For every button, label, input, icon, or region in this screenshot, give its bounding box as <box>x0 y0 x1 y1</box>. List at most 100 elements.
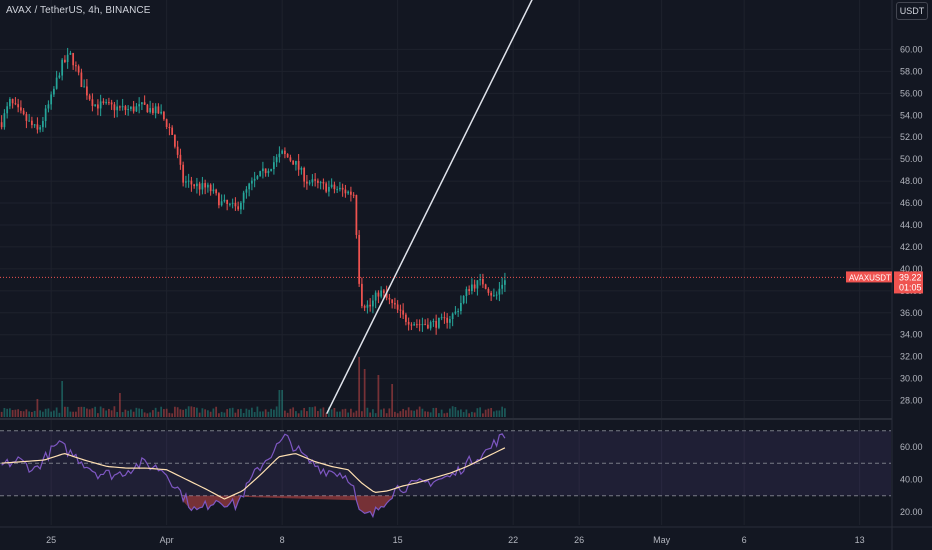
candle-body <box>209 184 212 192</box>
candle-body <box>372 300 374 307</box>
volume-bar <box>314 406 317 417</box>
candle-body <box>196 183 198 187</box>
volume-bar <box>220 411 223 417</box>
candle-body <box>187 180 190 182</box>
candle-body <box>135 106 138 112</box>
candle-body <box>149 108 152 113</box>
price-tick-label: 40.00 <box>900 264 923 274</box>
candle-body <box>330 184 333 187</box>
volume-bar <box>358 357 361 417</box>
rsi-line <box>1 433 506 519</box>
volume-bar <box>253 412 256 417</box>
volume-bar <box>251 407 253 417</box>
volume-bar <box>352 412 355 417</box>
volume-bar <box>443 413 446 417</box>
volume-bar <box>424 411 427 417</box>
volume-bar <box>163 409 165 417</box>
candle-body <box>0 122 3 128</box>
volume-bar <box>355 410 358 417</box>
volume-bar <box>33 410 36 417</box>
currency-button[interactable]: USDT <box>896 2 928 20</box>
volume-bar <box>336 411 339 417</box>
volume-bar <box>374 413 377 417</box>
volume-bar <box>284 410 286 417</box>
volume-bar <box>207 410 209 417</box>
price-tick-label: 28.00 <box>900 396 923 406</box>
volume-bar <box>91 408 94 417</box>
rsi-ma-line <box>1 447 506 500</box>
candle-body <box>61 59 64 76</box>
volume-bar <box>292 407 295 417</box>
candle-body <box>201 183 204 190</box>
candle-body <box>498 288 501 295</box>
candle-body <box>231 202 234 204</box>
volume-bar <box>94 406 97 417</box>
price-tick-label: 36.00 <box>900 308 923 318</box>
candle-body <box>355 195 358 235</box>
volume-bar <box>366 407 369 417</box>
candle-body <box>484 284 487 289</box>
volume-bar <box>322 407 325 417</box>
candle-body <box>413 324 416 326</box>
volume-bar <box>465 409 468 417</box>
volume-bar <box>435 407 438 417</box>
volume-bar <box>0 411 3 417</box>
volume-bar <box>333 407 336 417</box>
candle-body <box>190 180 193 185</box>
candle-body <box>253 178 256 181</box>
candle-body <box>245 189 248 193</box>
candle-body <box>121 106 124 108</box>
candle-body <box>176 146 179 155</box>
volume-bar <box>262 411 264 417</box>
volume-bar <box>504 408 506 417</box>
candle-body <box>171 127 174 135</box>
candle-body <box>86 86 88 96</box>
volume-bar <box>341 409 344 417</box>
candle-body <box>286 154 289 158</box>
volume-bar <box>212 408 215 417</box>
volume-bar <box>429 412 432 417</box>
candle-body <box>427 324 429 329</box>
volume-bar <box>83 406 86 417</box>
candle-body <box>443 317 446 319</box>
volume-bar <box>42 411 44 417</box>
price-tick-label: 50.00 <box>900 154 923 164</box>
candle-body <box>394 303 396 305</box>
candle-body <box>405 314 407 322</box>
candle-body <box>198 183 201 190</box>
candle-body <box>83 86 86 88</box>
candle-body <box>336 189 339 191</box>
candle-body <box>388 297 391 300</box>
volume-bar <box>427 411 429 417</box>
volume-bar <box>440 409 443 417</box>
volume-bar <box>328 407 330 417</box>
candle-body <box>116 106 119 111</box>
candle-body <box>284 150 286 155</box>
trendline[interactable] <box>326 0 535 415</box>
volume-bar <box>215 406 218 417</box>
price-tick-label: 60.00 <box>900 44 923 54</box>
candle-body <box>168 126 171 128</box>
candle-body <box>454 311 457 314</box>
volume-bar <box>20 410 22 417</box>
candle-body <box>80 72 83 88</box>
volume-bar <box>119 393 121 417</box>
candle-body <box>493 295 495 297</box>
candle-body <box>341 187 344 190</box>
volume-bar <box>237 409 240 417</box>
candle-body <box>465 289 468 296</box>
time-tick-label: 25 <box>46 535 56 545</box>
volume-bar <box>14 409 17 417</box>
candle-body <box>28 120 31 122</box>
candle-body <box>490 292 493 296</box>
candle-body <box>33 124 36 126</box>
candle-body <box>410 324 413 326</box>
time-tick-label: 13 <box>855 535 865 545</box>
volume-bar <box>124 409 127 417</box>
volume-bar <box>174 406 176 417</box>
volume-bar <box>240 408 242 417</box>
volume-bar <box>308 407 311 417</box>
volume-bar <box>416 409 418 417</box>
candle-body <box>391 299 394 304</box>
